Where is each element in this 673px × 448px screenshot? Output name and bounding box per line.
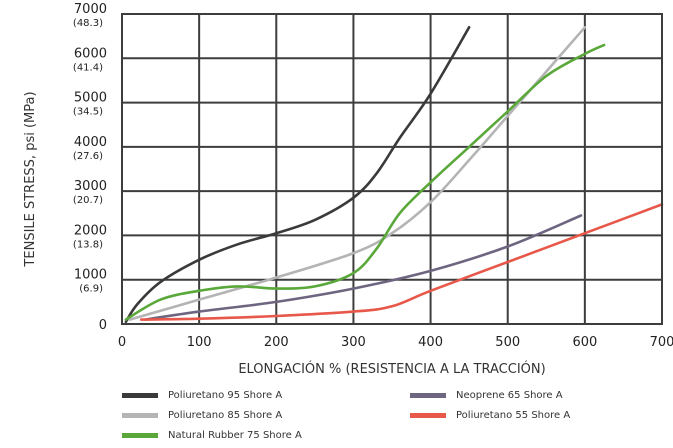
x-tick-label-4: 400 — [418, 335, 443, 350]
x-tick-label-6: 600 — [572, 335, 597, 350]
y-tick-label-0: 0 — [99, 318, 107, 333]
x-tick-label-2: 200 — [264, 335, 289, 350]
series-line-natural-rubber-75-shore-a — [124, 43, 606, 321]
legend-label-natural-rubber-75-shore-a: Natural Rubber 75 Shore A — [168, 430, 302, 441]
series-layer — [124, 26, 664, 324]
legend-swatch-poliuretano-85-shore-a — [122, 413, 158, 418]
series-line-poliuretano-55-shore-a — [140, 203, 664, 321]
legend-label-neoprene-65-shore-a: Neoprene 65 Shore A — [456, 390, 563, 401]
y-tick-sublabel-7: (48.3) — [73, 18, 103, 29]
legend-swatch-neoprene-65-shore-a — [410, 393, 446, 398]
y-tick-label-3: 3000 — [74, 179, 107, 194]
legend-label-poliuretano-95-shore-a: Poliuretano 95 Shore A — [168, 390, 282, 401]
x-axis-title: ELONGACIÓN % (RESISTENCIA A LA TRACCIÓN) — [238, 361, 545, 377]
y-tick-label-7: 7000 — [74, 2, 107, 17]
y-tick-label-2: 2000 — [74, 223, 107, 238]
y-tick-label-6: 6000 — [74, 46, 107, 61]
series-line-neoprene-65-shore-a — [143, 214, 583, 321]
plot-frame — [121, 13, 663, 325]
x-tick-label-5: 500 — [495, 335, 520, 350]
legend-label-poliuretano-85-shore-a: Poliuretano 85 Shore A — [168, 410, 282, 421]
legend-label-poliuretano-55-shore-a: Poliuretano 55 Shore A — [456, 410, 570, 421]
legend-swatch-poliuretano-55-shore-a — [410, 413, 446, 418]
y-tick-sublabel-1: (6.9) — [79, 284, 103, 295]
series-line-poliuretano-85-shore-a — [128, 26, 587, 321]
y-tick-label-1: 1000 — [74, 268, 107, 283]
y-tick-sublabel-5: (34.5) — [73, 107, 103, 118]
chart-grid — [121, 13, 663, 325]
legend-swatch-poliuretano-95-shore-a — [122, 393, 158, 398]
y-tick-sublabel-3: (20.7) — [73, 195, 103, 206]
legend-swatch-natural-rubber-75-shore-a — [122, 433, 158, 438]
x-tick-label-1: 100 — [187, 335, 212, 350]
series-line-poliuretano-95-shore-a — [124, 26, 471, 324]
y-tick-sublabel-2: (13.8) — [73, 239, 103, 250]
x-tick-label-3: 300 — [341, 335, 366, 350]
y-tick-sublabel-6: (41.4) — [73, 62, 103, 73]
y-tick-label-4: 4000 — [74, 135, 107, 150]
y-axis-ticks: 0 1000(6.9) 2000(13.8) 3000(20.7) 4000(27.6)… — [73, 2, 107, 333]
x-tick-label-7: 700 — [650, 335, 673, 350]
x-axis-ticks: 0 100 200 300 400 500 600 700 — [118, 335, 673, 350]
x-tick-label-0: 0 — [118, 335, 126, 350]
legend: Poliuretano 95 Shore A Poliuretano 85 Sho… — [122, 390, 570, 441]
y-tick-label-5: 5000 — [74, 91, 107, 106]
y-axis-title: TENSILE STRESS, psi (MPa) — [23, 91, 38, 267]
y-tick-sublabel-4: (27.6) — [73, 151, 103, 162]
plot-border — [121, 13, 663, 325]
